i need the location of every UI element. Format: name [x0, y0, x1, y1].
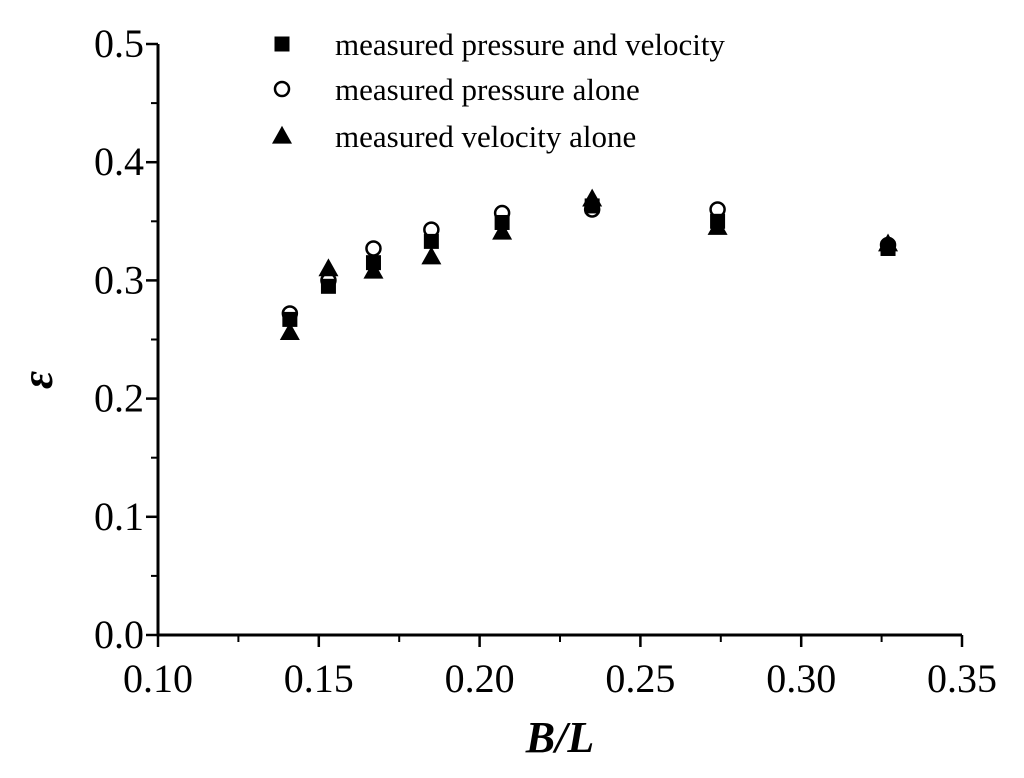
- series-open-circle: [281, 201, 897, 322]
- data-point: [423, 233, 439, 249]
- y-tick-label: 0.0: [94, 612, 144, 657]
- data-point: [709, 201, 726, 218]
- y-axis-label: ε: [13, 371, 62, 389]
- legend-marker-filled-triangle: [272, 125, 292, 144]
- series-filled-triangle: [279, 188, 899, 341]
- data-point: [279, 322, 300, 341]
- x-tick-label: 0.20: [445, 656, 515, 701]
- data-point: [365, 240, 382, 257]
- legend: measured pressure and velocity measured p…: [272, 27, 725, 154]
- data-point: [423, 221, 440, 238]
- data-point: [492, 221, 513, 240]
- y-tick-label: 0.4: [94, 139, 144, 184]
- data-point: [421, 246, 442, 265]
- x-tick-label: 0.15: [284, 656, 354, 701]
- data-point: [583, 201, 601, 218]
- data-point: [707, 217, 728, 235]
- legend-marker-open-circle: [273, 80, 291, 98]
- x-axis-ticks: 0.10 0.15 0.20 0.25 0.30 0.35: [123, 635, 997, 701]
- legend-label: measured pressure and velocity: [335, 27, 725, 62]
- data-point: [582, 188, 603, 207]
- y-tick-label: 0.2: [94, 376, 144, 421]
- data-point: [363, 260, 384, 279]
- legend-marker-filled-square: [274, 36, 290, 52]
- y-tick-label: 0.1: [94, 494, 144, 539]
- data-point: [493, 204, 511, 222]
- x-tick-label: 0.30: [766, 656, 836, 701]
- y-tick-label: 0.3: [94, 257, 144, 302]
- x-tick-label: 0.35: [927, 656, 997, 701]
- y-tick-label: 0.5: [94, 21, 144, 66]
- data-point: [318, 258, 339, 277]
- x-axis-label: B/L: [525, 713, 594, 762]
- data-point: [879, 236, 897, 254]
- x-tick-label: 0.25: [605, 656, 675, 701]
- data-point: [320, 272, 337, 289]
- x-tick-label: 0.10: [123, 656, 193, 701]
- legend-label: measured velocity alone: [335, 119, 636, 154]
- y-axis-ticks: 0.0 0.1 0.2 0.3 0.4 0.5: [94, 21, 158, 657]
- legend-label: measured pressure alone: [335, 72, 640, 107]
- data-points: [279, 188, 899, 341]
- data-point: [281, 305, 299, 322]
- data-point: [878, 233, 899, 252]
